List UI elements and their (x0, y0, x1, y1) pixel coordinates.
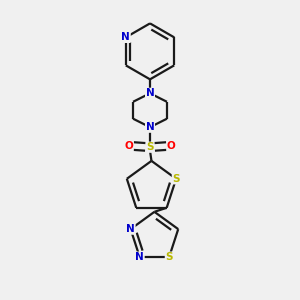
Text: N: N (135, 252, 144, 262)
Text: O: O (124, 141, 133, 151)
Text: S: S (165, 252, 173, 262)
Text: N: N (122, 32, 130, 42)
Text: N: N (146, 88, 154, 98)
Text: N: N (146, 122, 154, 132)
Text: N: N (126, 224, 135, 234)
Text: O: O (167, 141, 176, 151)
Text: S: S (172, 174, 180, 184)
Text: S: S (146, 142, 154, 152)
